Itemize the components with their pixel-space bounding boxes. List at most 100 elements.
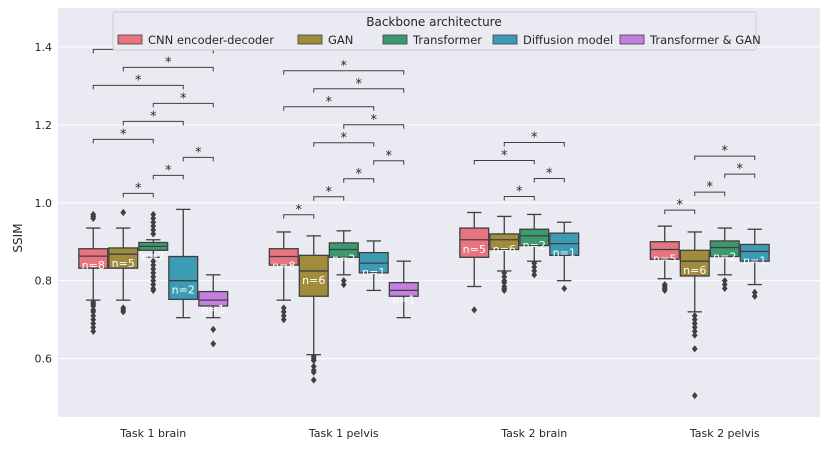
bracket-line [724, 173, 756, 179]
n-label: n=8 [272, 260, 295, 273]
significance-star: * [707, 180, 714, 195]
box-iqr [168, 255, 199, 301]
n-label: n=8 [82, 259, 105, 272]
outlier-point [501, 273, 508, 281]
legend-item[interactable]: Transformer [382, 33, 482, 47]
significance-bracket: * [313, 77, 405, 93]
legend-label: Diffusion model [523, 33, 613, 47]
significance-star: * [546, 167, 553, 182]
x-tick-label: Task 2 brain [500, 427, 567, 440]
legend-label: Transformer [412, 33, 482, 47]
significance-star: * [150, 109, 157, 124]
y-tick-label: 1.0 [35, 197, 53, 210]
legend-item[interactable]: Diffusion model [492, 33, 613, 47]
outlier-point [150, 222, 157, 230]
bracket-line [122, 192, 154, 198]
box-0-0: n=8 [78, 210, 109, 335]
box-iqr [709, 240, 740, 258]
significance-bracket: * [283, 59, 405, 75]
outlier-point [150, 280, 157, 289]
box-iqr [739, 243, 770, 262]
n-label: n=2 [713, 251, 736, 264]
n-label: n=5 [653, 253, 676, 266]
outlier-point [90, 319, 97, 328]
y-axis-title: SSIM [11, 223, 25, 252]
outlier-point [150, 286, 157, 295]
outlier-point [721, 284, 728, 293]
n-label: n=1 [362, 266, 385, 279]
significance-bracket: * [313, 131, 375, 147]
box-1-4: n=1 [388, 260, 419, 319]
legend-item[interactable]: Transformer & GAN [619, 33, 761, 47]
outlier-point [691, 323, 698, 332]
y-tick-label: 0.6 [35, 353, 53, 366]
legend-swatch [492, 34, 518, 45]
box-3-1: n=6 [679, 231, 710, 400]
significance-bracket: * [182, 145, 214, 162]
box-1-2: n=2 [328, 230, 359, 289]
significance-bracket: * [343, 113, 405, 129]
significance-bracket: * [724, 162, 756, 179]
outlier-point [280, 316, 287, 324]
bracket-line [694, 191, 726, 197]
bracket-line [503, 196, 535, 201]
n-label: n=6 [493, 243, 516, 256]
box-iqr [198, 290, 229, 307]
n-label: n=6 [302, 274, 325, 287]
bracket-line [343, 124, 405, 129]
legend-item[interactable]: CNN encoder-decoder [117, 33, 274, 47]
outlier-point [90, 308, 97, 316]
legend-item[interactable]: GAN [297, 33, 353, 47]
outlier-point [150, 261, 157, 269]
outlier-point [90, 323, 97, 332]
y-axis-ticks: 0.6 0.8 1.0 1.2 1.4 [35, 41, 53, 366]
bracket-line [283, 214, 315, 219]
outlier-point [310, 356, 317, 365]
legend-swatch [619, 34, 645, 45]
significance-star: * [341, 131, 348, 146]
significance-star: * [677, 198, 684, 213]
outlier-point [691, 319, 698, 328]
outlier-point [661, 286, 668, 295]
legend-label: CNN encoder-decoder [148, 33, 274, 47]
significance-bracket: * [503, 131, 565, 147]
box-iqr [78, 248, 109, 269]
significance-bracket: * [152, 163, 184, 180]
bracket-line [373, 160, 405, 165]
box-1-3: n=1 [358, 240, 389, 292]
significance-star: * [165, 55, 172, 70]
bracket-line [533, 178, 565, 183]
outlier-point [150, 273, 157, 281]
outlier-point [150, 226, 157, 234]
outlier-point [691, 331, 698, 339]
bracket-line [152, 174, 184, 180]
box-iqr [679, 249, 710, 277]
legend-label: GAN [328, 33, 353, 47]
box-3-3: n=1 [739, 228, 770, 300]
significance-star: * [195, 145, 202, 160]
n-label: n=1 [392, 293, 415, 306]
outlier-point [310, 362, 317, 370]
bracket-line [92, 84, 184, 90]
significance-star: * [326, 95, 333, 110]
legend[interactable]: Backbone architecture CNN encoder-decode… [112, 11, 761, 51]
significance-star: * [722, 144, 729, 159]
box-3-0: n=5 [649, 225, 680, 295]
bracket-line [92, 138, 154, 144]
bracket-line [503, 142, 565, 147]
significance-bracket: * [664, 198, 696, 215]
box-iqr [298, 254, 329, 297]
outlier-point [90, 316, 97, 324]
significance-star: * [135, 181, 142, 196]
significance-star: * [120, 127, 127, 142]
x-axis-ticks: Task 1 brain Task 1 pelvis Task 2 brain Tas… [119, 427, 760, 440]
outlier-point [280, 308, 287, 316]
outlier-point [120, 308, 127, 316]
significance-bracket: * [283, 95, 375, 111]
bracket-line [283, 106, 375, 111]
x-tick-label: Task 1 pelvis [308, 427, 379, 440]
box-1-0: n=8 [268, 231, 299, 324]
legend-title: Backbone architecture [366, 15, 502, 29]
outlier-point [691, 345, 698, 353]
outlier-point [90, 312, 97, 320]
